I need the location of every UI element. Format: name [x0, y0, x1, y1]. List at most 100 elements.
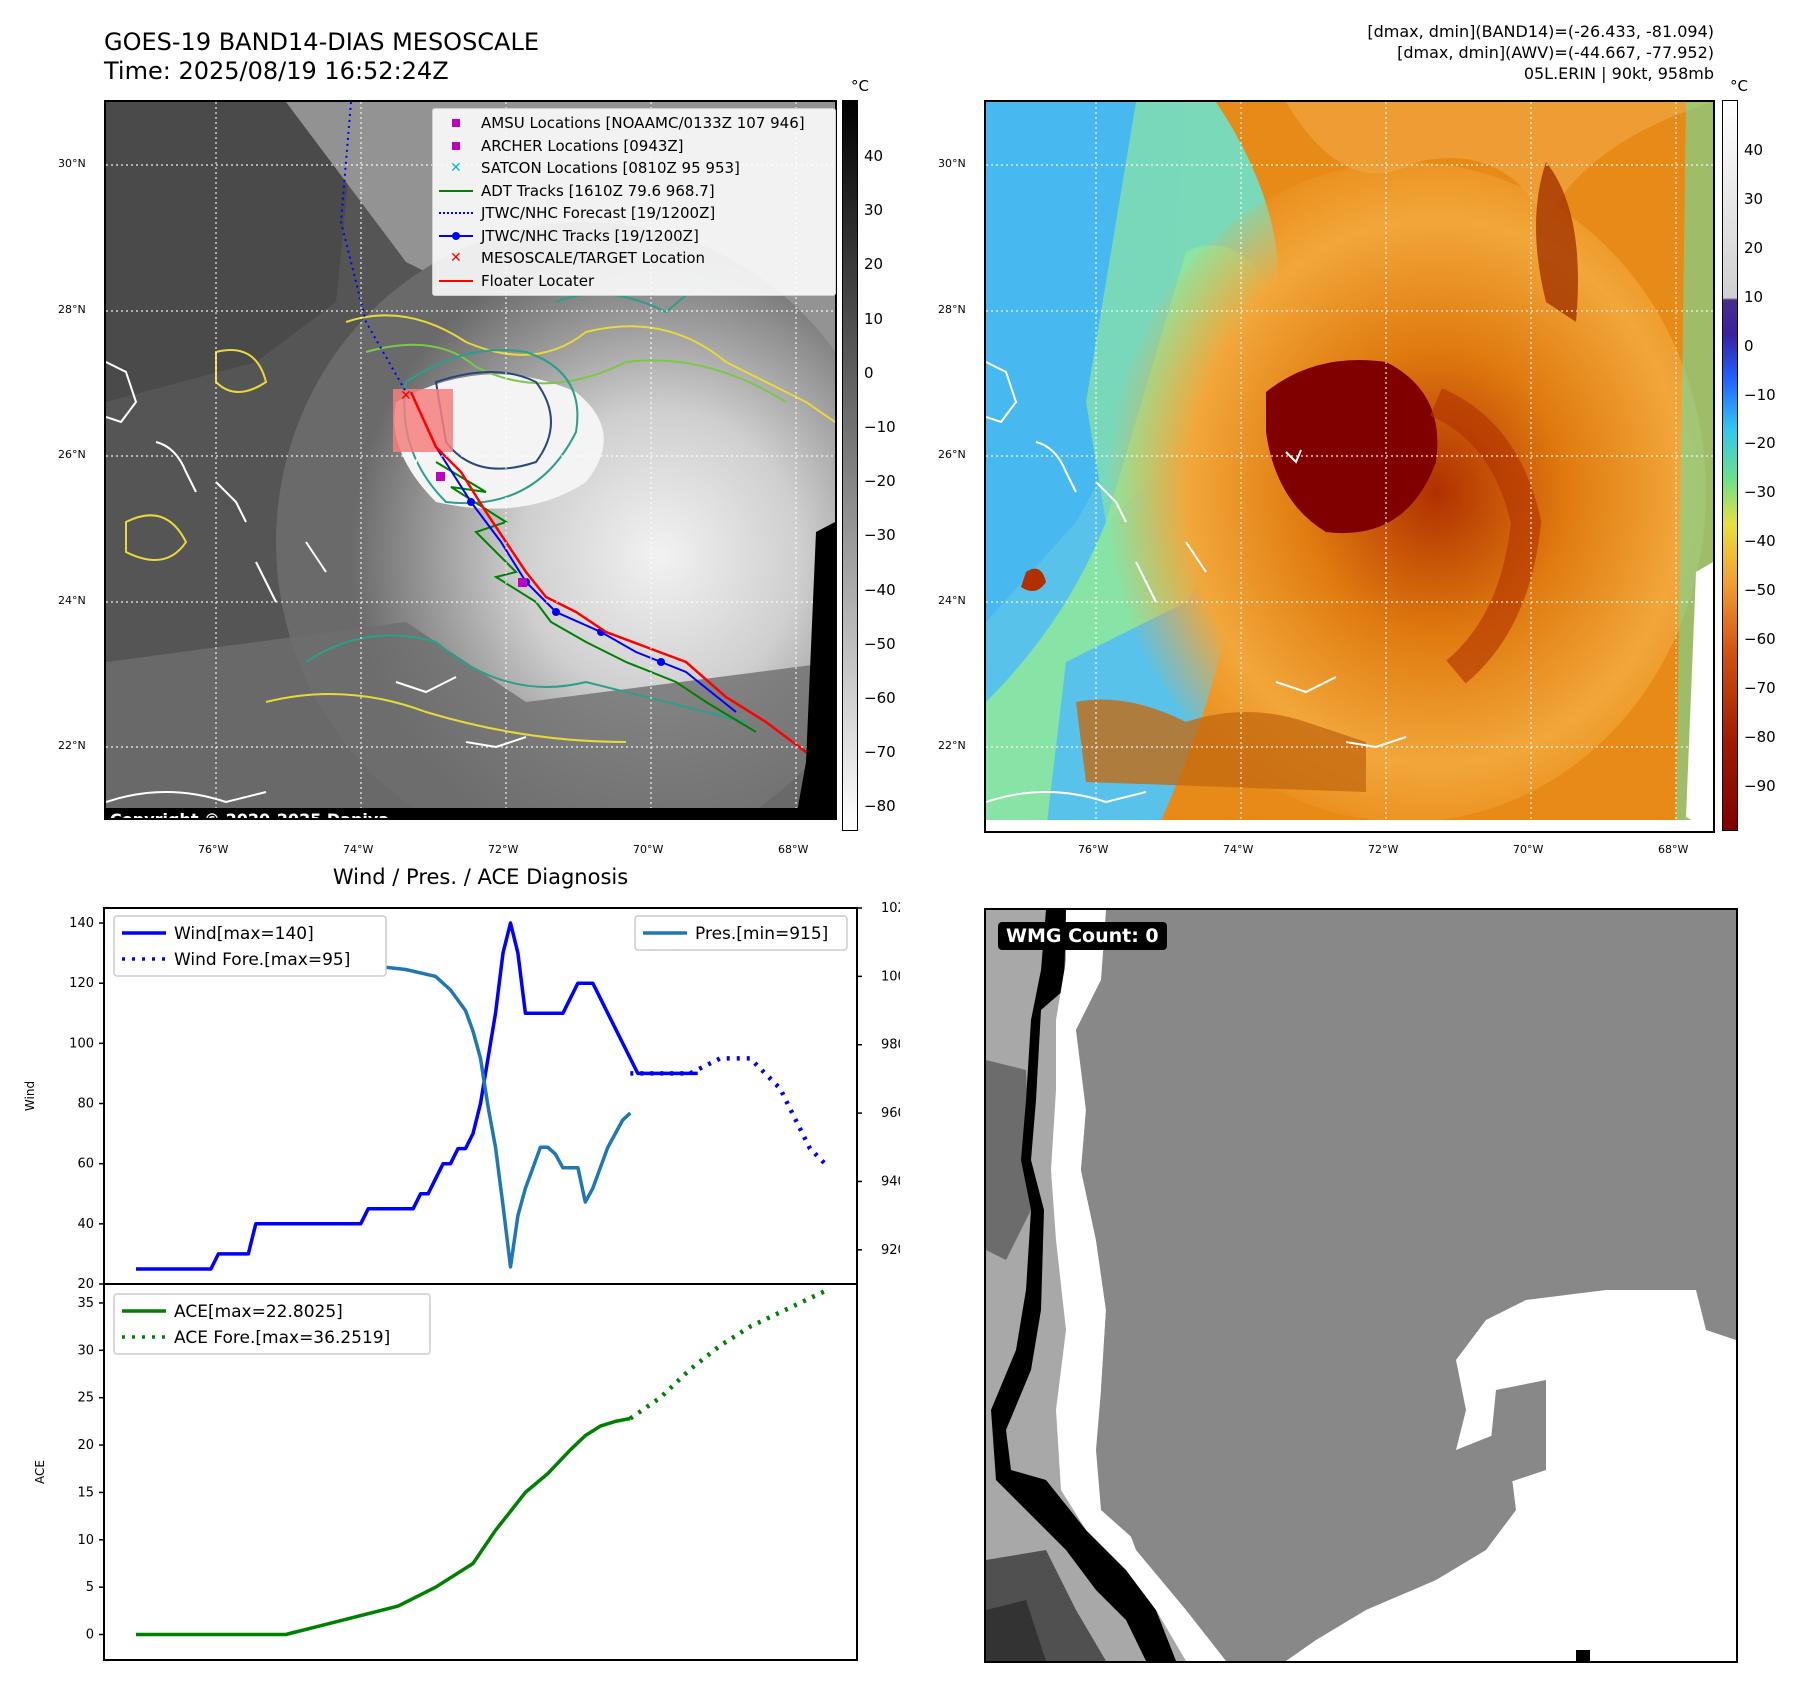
latitude-label: 22°N — [58, 739, 86, 752]
ace-ytick-label: 15 — [77, 1485, 94, 1500]
legend-label: MESOSCALE/TARGET Location — [481, 249, 706, 267]
cyan-x-marker-icon: ✕ — [450, 160, 462, 177]
pressure-ytick-label: 960 — [881, 1106, 900, 1121]
red-x-marker-icon: ✕ — [450, 250, 462, 267]
colorbar-tick-label: −50 — [864, 634, 896, 653]
colorbar-tick-label: −20 — [864, 472, 896, 491]
colorbar-tick-label: 20 — [864, 255, 884, 274]
wind-legend-label: Wind Fore.[max=95] — [174, 950, 350, 970]
ace-ytick-label: 30 — [77, 1343, 94, 1358]
colorbar-tick-label: 0 — [1744, 336, 1754, 355]
colorbar-tick-label: −20 — [1744, 434, 1776, 453]
colorbar-tick-label: 30 — [864, 201, 884, 220]
colorbar-tick-label: −70 — [864, 743, 896, 762]
latitude-label: 26°N — [58, 448, 86, 461]
latitude-label: 28°N — [58, 303, 86, 316]
longitude-label: 70°W — [1513, 843, 1544, 856]
wind-ytick-label: 100 — [69, 1036, 94, 1051]
wind-ytick-label: 60 — [77, 1157, 94, 1172]
latitude-label: 28°N — [938, 303, 966, 316]
left-colorbar-unit: °C — [851, 77, 869, 95]
legend-entry: JTWC/NHC Forecast [19/1200Z] — [439, 202, 827, 225]
copyright-label: Copyright © 2020-2025 Dapiya — [106, 808, 394, 818]
colorbar-tick-label: 40 — [1744, 141, 1764, 159]
colorbar-tick-label: −80 — [1744, 727, 1776, 746]
longitude-label: 68°W — [778, 843, 809, 856]
pressure-ytick-label: 1020 — [881, 901, 900, 916]
colorbar-tick-label: −10 — [1744, 385, 1776, 404]
ace-axes — [103, 1283, 858, 1661]
pressure-legend-label: Pres.[min=915] — [695, 924, 828, 944]
longitude-label: 72°W — [488, 843, 519, 856]
latitude-label: 24°N — [938, 594, 966, 607]
ace-line — [136, 1416, 631, 1637]
wind-axis-label: Wind — [23, 1081, 37, 1111]
ace-forecast-line — [629, 1289, 826, 1421]
ace-ytick-label: 0 — [86, 1628, 94, 1643]
latitude-label: 30°N — [58, 157, 86, 170]
wmg-image — [986, 910, 1736, 1661]
colorbar-tick-label: −60 — [864, 689, 896, 707]
colorbar-tick-label: 40 — [864, 147, 884, 165]
colorbar-tick-label: 10 — [1744, 287, 1764, 306]
longitude-label: 76°W — [1078, 843, 1109, 856]
colorbar-tick-label: −70 — [1744, 678, 1776, 697]
colorbar-tick-label: −10 — [864, 418, 896, 436]
colorbar-tick-label: 30 — [1744, 189, 1764, 208]
colorbar-tick-label: −90 — [1744, 776, 1776, 795]
pressure-line — [135, 926, 632, 1269]
colorbar-tick-label: −60 — [1744, 630, 1776, 648]
left-colorbar — [842, 100, 858, 831]
longitude-label: 74°W — [1223, 843, 1254, 856]
legend-entry: ARCHER Locations [0943Z] — [439, 135, 827, 158]
colorbar-tick-label: −40 — [1744, 532, 1776, 551]
wind-ytick-label: 140 — [69, 916, 94, 931]
legend-label: Floater Locater — [481, 271, 595, 290]
latitude-label: 30°N — [938, 157, 966, 170]
colorbar-tick-label: −80 — [864, 797, 896, 816]
wind-ytick-label: 80 — [77, 1097, 94, 1112]
green-line-icon — [439, 184, 473, 198]
colorbar-tick-label: 20 — [1744, 238, 1764, 257]
colorbar-tick-label: 10 — [864, 309, 884, 328]
blue-dotted-line-icon — [439, 206, 473, 220]
wind-ytick-label: 40 — [77, 1217, 94, 1232]
wind-ytick-label: 20 — [77, 1277, 94, 1292]
legend-label: ADT Tracks [1610Z 79.6 968.7] — [481, 181, 715, 200]
pressure-legend-box — [634, 915, 848, 951]
awv-map-image — [986, 102, 1713, 831]
ace-ytick-label: 25 — [77, 1391, 94, 1406]
legend-entry: ✕ MESOSCALE/TARGET Location — [439, 247, 827, 270]
colorbar-tick-label: −30 — [864, 526, 896, 545]
awv-map-panel — [984, 100, 1715, 833]
wind-line — [136, 921, 698, 1271]
legend-label: ARCHER Locations [0943Z] — [481, 136, 684, 155]
ace-ytick-label: 10 — [77, 1533, 94, 1548]
latitude-label: 24°N — [58, 594, 86, 607]
ace-legend-box — [113, 1293, 431, 1355]
legend-entry: AMSU Locations [NOAAMC/0133Z 107 946] — [439, 112, 827, 135]
red-line-icon — [439, 274, 473, 288]
right-colorbar-unit: °C — [1730, 77, 1748, 95]
latitude-label: 26°N — [938, 448, 966, 461]
wmg-panel: WMG Count: 0 — [984, 908, 1738, 1663]
ace-ytick-label: 20 — [77, 1438, 94, 1453]
legend-entry: ✕ SATCON Locations [0810Z 95 953] — [439, 157, 827, 180]
wind-legend-box — [113, 915, 387, 977]
wmg-count-badge: WMG Count: 0 — [998, 922, 1167, 950]
ace-legend-label: ACE Fore.[max=36.2519] — [174, 1328, 390, 1348]
stats-line2: [dmax, dmin](AWV)=(-44.667, -77.952) — [1397, 43, 1714, 62]
legend-entry: ADT Tracks [1610Z 79.6 968.7] — [439, 180, 827, 203]
blue-line-dot-icon — [439, 229, 473, 243]
colorbar-tick-label: −30 — [1744, 483, 1776, 502]
longitude-label: 70°W — [633, 843, 664, 856]
band14-map-legend: AMSU Locations [NOAAMC/0133Z 107 946] ARC… — [432, 108, 836, 296]
ace-legend-label: ACE[max=22.8025] — [174, 1302, 343, 1322]
ace-ytick-label: 35 — [77, 1296, 94, 1311]
wind-legend-label: Wind[max=140] — [174, 924, 314, 944]
pressure-ytick-label: 920 — [881, 1243, 900, 1258]
figure-title-line1: GOES-19 BAND14-DIAS MESOSCALE — [104, 28, 540, 56]
colorbar-tick-label: 0 — [864, 363, 874, 382]
legend-entry: Floater Locater — [439, 270, 827, 293]
svg-text:✕: ✕ — [400, 388, 412, 404]
